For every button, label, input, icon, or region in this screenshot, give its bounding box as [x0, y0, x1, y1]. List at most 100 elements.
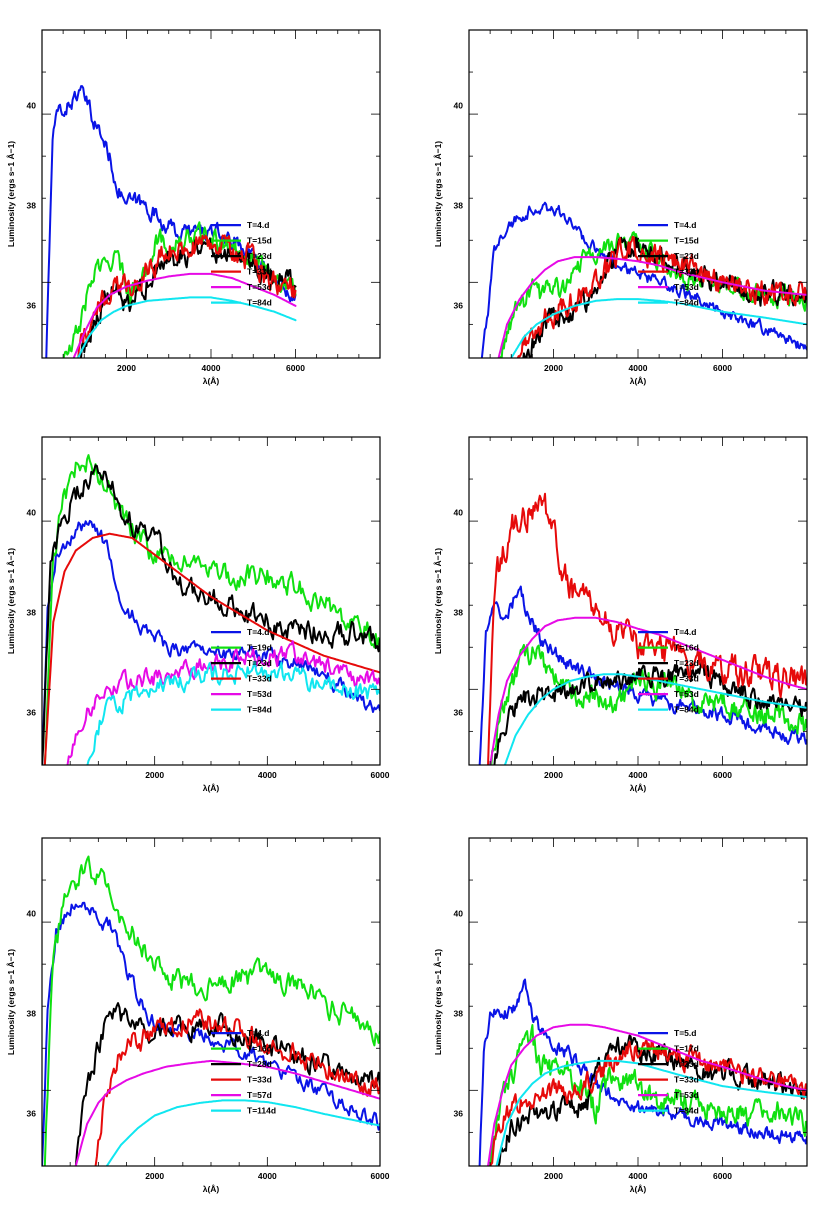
x-tick-label: 4000 — [629, 770, 648, 780]
x-tick-label: 6000 — [286, 363, 305, 373]
y-tick-label: 40 — [454, 908, 464, 918]
x-tick-label: 2000 — [145, 1171, 164, 1181]
legend-label: T=23d — [247, 251, 272, 261]
y-tick-label: 36 — [454, 301, 464, 311]
chart-panel-6: 2000 4000 6000 36 38 40 λ(Å) Luminosity (ergs s… — [427, 826, 817, 1226]
plot-frame — [468, 29, 808, 359]
x-tick-label: 2000 — [117, 363, 136, 373]
y-tick-label: 38 — [454, 1008, 464, 1018]
plot-frame — [41, 29, 381, 359]
chart-svg-1: 2000 4000 6000 36 38 40 λ(Å) Luminosity (ergs s… — [6, 29, 381, 386]
series-line-t-57d — [74, 1059, 380, 1166]
legend-label: T=23d — [674, 251, 699, 261]
chart-panel-5: 2000 4000 6000 36 38 40 λ(Å) Luminosity (ergs s… — [0, 826, 390, 1226]
chart-svg-6: 2000 4000 6000 36 38 40 λ(Å) Luminosity (ergs s… — [433, 837, 808, 1194]
y-tick-label: 40 — [27, 908, 37, 918]
x-axis-label: λ(Å) — [630, 1184, 647, 1194]
legend-label: T=57d — [247, 1090, 272, 1100]
series-line-t-19d — [43, 454, 380, 765]
series-group — [42, 454, 380, 765]
legend-label: T=114d — [247, 1106, 276, 1116]
series-line-t-16d — [490, 643, 807, 765]
plot-frame — [468, 837, 808, 1167]
x-tick-label: 6000 — [713, 363, 732, 373]
legend-label: T=33d — [247, 267, 272, 277]
x-tick-label: 6000 — [371, 770, 390, 780]
x-tick-label: 2000 — [544, 770, 563, 780]
y-tick-label: 36 — [27, 301, 37, 311]
y-tick-label: 36 — [454, 1109, 464, 1119]
series-line-t-33d — [489, 1038, 807, 1166]
legend-label: T=23d — [247, 658, 272, 668]
legend-label: T=28d — [247, 1059, 272, 1069]
chart-svg-3: 2000 4000 6000 36 38 40 λ(Å) Luminosity (ergs s… — [6, 436, 390, 793]
legend-label: T=15d — [247, 236, 272, 246]
legend-label: T=84d — [674, 1106, 699, 1116]
x-axis-label: λ(Å) — [203, 1184, 220, 1194]
series-group — [45, 85, 297, 358]
legend-label: T=16d — [247, 1044, 272, 1054]
chart-panel-1: 2000 4000 6000 36 38 40 λ(Å) Luminosity (ergs s… — [0, 18, 390, 418]
chart-panel-3: 2000 4000 6000 36 38 40 λ(Å) Luminosity (ergs s… — [0, 425, 390, 825]
legend-label: T=84d — [674, 705, 699, 715]
series-line-t-114d — [105, 1099, 380, 1166]
legend-label: T=4.d — [674, 220, 696, 230]
series-line-t-33d — [94, 1008, 380, 1166]
plot-frame — [41, 837, 381, 1167]
y-tick-label: 40 — [454, 507, 464, 517]
legend-label: T=53d — [674, 689, 699, 699]
y-tick-label: 40 — [27, 507, 37, 517]
x-tick-label: 6000 — [713, 770, 732, 780]
series-line-t-16d — [43, 855, 380, 1166]
x-tick-label: 6000 — [371, 1171, 390, 1181]
series-line-t-53d — [66, 640, 380, 765]
legend-label: T=33d — [674, 267, 699, 277]
x-tick-label: 4000 — [258, 1171, 277, 1181]
series-line-t-4-d — [478, 585, 807, 765]
y-tick-label: 36 — [454, 708, 464, 718]
legend-label: T=53d — [674, 282, 699, 292]
legend-label: T=23d — [674, 1059, 699, 1069]
chart-svg-4: 2000 4000 6000 36 38 40 λ(Å) Luminosity (ergs s… — [433, 436, 808, 793]
x-tick-label: 4000 — [202, 363, 221, 373]
y-tick-label: 36 — [27, 1109, 37, 1119]
x-tick-label: 6000 — [713, 1171, 732, 1181]
y-tick-label: 40 — [27, 100, 37, 110]
x-axis-label: λ(Å) — [203, 783, 220, 793]
legend-label: T=15d — [674, 236, 699, 246]
series-line-t-84d — [510, 298, 807, 358]
legend-label: T=53d — [674, 1090, 699, 1100]
legend-label: T=33d — [674, 1075, 699, 1085]
y-tick-label: 38 — [27, 607, 37, 617]
chart-panel-2: 2000 4000 6000 36 38 40 λ(Å) Luminosity (ergs s… — [427, 18, 817, 418]
y-axis-label: Luminosity (ergs s−1 Å−1) — [433, 548, 443, 654]
legend-label: T=5.d — [674, 1028, 696, 1038]
legend-label: T=53d — [247, 689, 272, 699]
series-line-t-53d — [72, 272, 297, 358]
legend-label: T=17d — [674, 1044, 699, 1054]
x-tick-label: 4000 — [629, 363, 648, 373]
legend-label: T=53d — [247, 282, 272, 292]
legend-label: T=19d — [247, 643, 272, 653]
chart-svg-2: 2000 4000 6000 36 38 40 λ(Å) Luminosity (ergs s… — [433, 29, 808, 386]
y-axis-label: Luminosity (ergs s−1 Å−1) — [6, 949, 16, 1055]
x-tick-label: 2000 — [544, 1171, 563, 1181]
y-axis-label: Luminosity (ergs s−1 Å−1) — [433, 141, 443, 247]
legend-label: T=16d — [674, 643, 699, 653]
legend-label: T=33d — [247, 674, 272, 684]
series-line-t-53d — [497, 256, 807, 358]
series-line-t-4-d — [42, 901, 380, 1166]
series-line-t-23d — [42, 464, 380, 765]
x-axis-label: λ(Å) — [630, 783, 647, 793]
legend-label: T=84d — [247, 298, 272, 308]
y-tick-label: 36 — [27, 708, 37, 718]
y-tick-label: 38 — [454, 607, 464, 617]
legend-label: T=84d — [247, 705, 272, 715]
y-axis-label: Luminosity (ergs s−1 Å−1) — [433, 949, 443, 1055]
series-line-t-33d — [77, 234, 297, 358]
legend-label: T=4.d — [247, 220, 269, 230]
series-line-t-53d — [487, 1023, 807, 1166]
series-group — [478, 978, 807, 1166]
y-axis-label: Luminosity (ergs s−1 Å−1) — [6, 141, 16, 247]
x-axis-label: λ(Å) — [630, 376, 647, 386]
